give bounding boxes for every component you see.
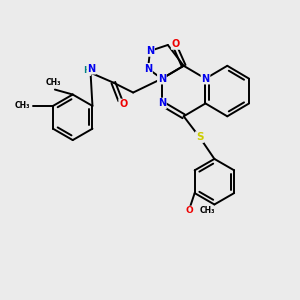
Text: N: N [158,74,166,84]
Text: N: N [144,64,152,74]
Text: N: N [158,98,166,108]
Text: N: N [146,46,154,56]
Text: O: O [119,99,128,110]
Text: N: N [88,64,96,74]
Text: CH₃: CH₃ [15,101,30,110]
Text: O: O [186,206,194,215]
Text: O: O [172,39,180,49]
Text: H: H [83,66,90,75]
Text: N: N [201,74,209,84]
Text: S: S [196,132,203,142]
Text: CH₃: CH₃ [200,206,215,215]
Text: CH₃: CH₃ [45,78,61,87]
